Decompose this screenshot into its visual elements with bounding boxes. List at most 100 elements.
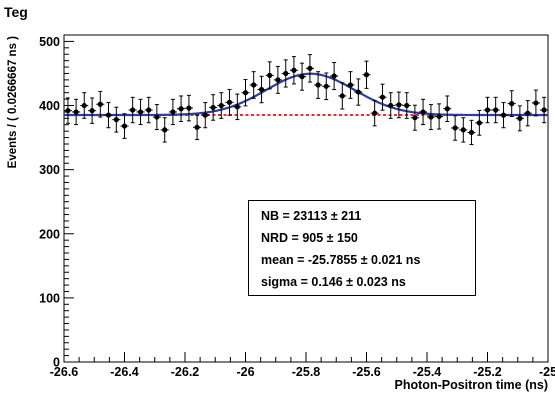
point-marker — [226, 99, 233, 105]
x-tick-label: -26.4 — [110, 365, 139, 379]
y-tick-label: 300 — [39, 163, 60, 177]
point-marker — [242, 90, 249, 96]
point-marker — [283, 70, 289, 77]
point-marker — [137, 109, 144, 115]
data-point — [249, 71, 258, 99]
y-tick-label: 200 — [39, 227, 60, 241]
data-point — [128, 96, 137, 124]
point-marker — [291, 67, 297, 73]
point-marker — [65, 108, 71, 114]
point-marker — [73, 109, 79, 115]
y-tick-label: 500 — [39, 35, 60, 49]
data-point — [298, 62, 307, 91]
point-marker — [81, 102, 87, 109]
point-marker — [267, 72, 273, 78]
stat-mean: mean = -25.7855 ± 0.021 ns — [261, 253, 421, 267]
point-marker — [299, 74, 305, 80]
point-marker — [146, 107, 152, 113]
point-marker — [484, 107, 491, 113]
point-marker — [493, 107, 499, 113]
x-axis: -26.6 -26.4 -26.2 -26 -25.8 -25.6 -25.4 -25.2 -2… — [50, 352, 555, 379]
data-point — [217, 92, 226, 119]
data-point — [459, 117, 468, 143]
data-point — [289, 56, 298, 85]
data-point — [241, 79, 250, 107]
point-marker — [178, 106, 184, 112]
data-point — [281, 59, 290, 88]
data-point — [233, 93, 242, 121]
data-point — [72, 98, 81, 126]
data-point — [168, 98, 177, 126]
stat-nrd: NRD = 905 ± 150 — [261, 231, 358, 245]
point-marker — [372, 110, 378, 116]
point-marker — [355, 89, 361, 95]
data-point — [507, 90, 516, 117]
data-point — [104, 102, 113, 129]
data-point — [402, 92, 411, 119]
point-marker — [444, 106, 450, 112]
data-point — [305, 54, 314, 83]
point-marker — [420, 109, 426, 115]
data-point — [322, 72, 331, 101]
point-marker — [396, 102, 402, 108]
point-marker — [162, 127, 168, 133]
chart-title: Teg — [4, 4, 28, 20]
data-point — [540, 96, 549, 124]
point-marker — [347, 82, 354, 88]
y-axis: 0 100 200 300 400 500 — [39, 34, 74, 370]
data-point — [362, 60, 371, 89]
data-point — [467, 119, 476, 146]
stat-nb: NB = 23113 ± 211 — [261, 209, 362, 223]
data-point — [136, 98, 145, 126]
point-marker — [339, 93, 345, 99]
point-marker — [428, 114, 434, 120]
point-marker — [379, 94, 386, 100]
data-point — [160, 117, 169, 143]
data-point — [338, 82, 347, 110]
point-marker — [525, 110, 531, 116]
point-marker — [121, 123, 128, 129]
point-marker — [460, 127, 466, 133]
data-points-layer — [63, 54, 549, 146]
data-point — [451, 115, 460, 141]
point-marker — [412, 115, 418, 121]
point-marker — [541, 107, 547, 113]
y-tick-label: 0 — [53, 356, 60, 370]
point-marker — [436, 113, 442, 120]
point-marker — [202, 112, 208, 118]
point-marker — [258, 86, 265, 93]
data-point — [257, 75, 266, 104]
data-point — [177, 95, 186, 122]
data-point — [330, 62, 339, 91]
point-marker — [363, 72, 370, 78]
point-marker — [154, 114, 160, 120]
data-point — [225, 88, 234, 116]
data-point — [394, 91, 403, 119]
y-axis-label: Events / ( 0.0266667 ns ) — [7, 36, 19, 168]
point-marker — [404, 102, 410, 109]
data-point — [120, 113, 129, 139]
point-marker — [517, 115, 523, 121]
data-point — [193, 114, 202, 141]
data-point — [475, 109, 484, 136]
fit-curve — [64, 72, 548, 117]
data-point — [184, 94, 193, 122]
point-marker — [533, 100, 539, 106]
point-marker — [315, 82, 321, 88]
point-marker — [323, 83, 329, 89]
x-tick-label: -25 — [539, 365, 555, 379]
point-marker — [97, 101, 103, 107]
data-point — [88, 97, 97, 124]
point-marker — [186, 105, 192, 111]
point-marker — [476, 120, 482, 126]
point-marker — [500, 112, 507, 118]
point-marker — [113, 117, 119, 123]
point-marker — [388, 102, 394, 109]
data-point — [152, 104, 161, 131]
data-point — [378, 83, 387, 111]
point-marker — [251, 82, 257, 88]
data-point — [273, 65, 282, 94]
data-point — [491, 96, 500, 124]
data-point — [435, 103, 444, 130]
